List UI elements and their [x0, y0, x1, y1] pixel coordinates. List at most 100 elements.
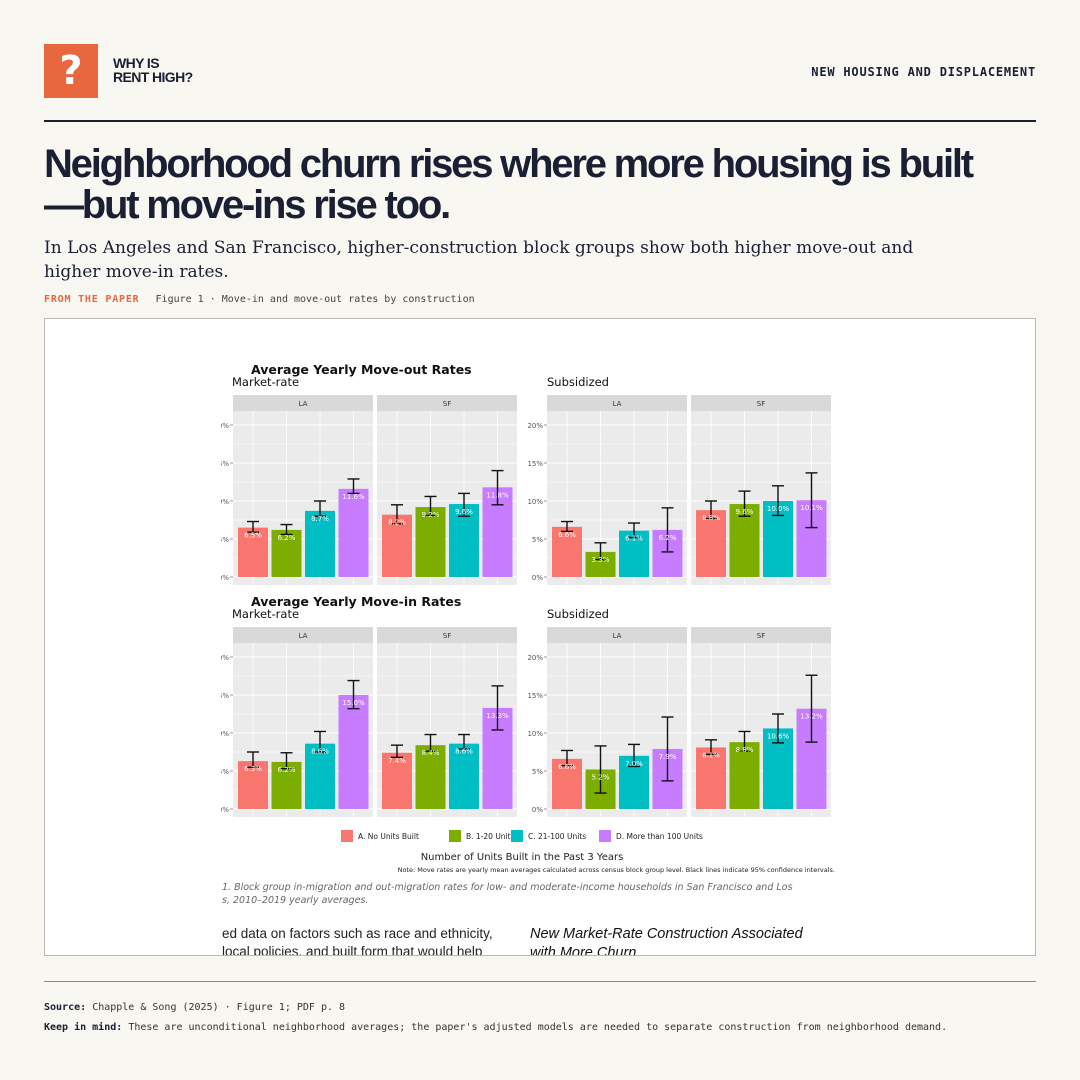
figure-chart: Average Yearly Move-out RatesMarket-rate… [213, 362, 835, 955]
data-label: 7.9% [659, 753, 677, 761]
y-tick-label: 10% [527, 730, 543, 738]
bar [238, 527, 268, 577]
chart-panel-subtitle: Subsidized [547, 375, 609, 389]
bar [415, 745, 446, 809]
data-label: 8.6% [455, 748, 473, 756]
facet-strip [547, 395, 687, 411]
bottom-divider [44, 981, 1036, 982]
bar [552, 526, 582, 577]
data-label: 10.0% [767, 505, 790, 513]
y-tick-label: 5% [532, 536, 543, 544]
data-label: 6.5% [244, 532, 262, 540]
y-tick-label: 20% [527, 422, 543, 430]
y-tick-label: 5% [532, 768, 543, 776]
figure-frame: Average Yearly Move-out Rates Market-rate… [44, 318, 1036, 956]
dek: In Los Angeles and San Francisco, higher… [44, 238, 914, 282]
bar [271, 761, 302, 809]
legend-label: B. 1-20 Units [466, 832, 515, 841]
bar [305, 510, 335, 577]
bar [305, 743, 335, 809]
y-tick-label: 5% [218, 768, 229, 776]
data-label: 5.2% [592, 773, 610, 781]
legend-label: C. 21-100 Units [528, 832, 586, 841]
data-label: 13.3% [486, 712, 509, 720]
y-tick-label: 0% [532, 806, 543, 814]
bar [696, 747, 726, 809]
x-axis-title: Number of Units Built in the Past 3 Year… [421, 852, 624, 863]
data-label: 6.3% [244, 765, 262, 773]
y-tick-label: 0% [218, 574, 229, 582]
bar [619, 530, 649, 577]
bar [696, 510, 726, 577]
facet-strip-label: LA [613, 400, 622, 408]
logo-wordmark: WHY IS RENT HIGH? [113, 56, 223, 84]
data-label: 8.6% [311, 748, 329, 756]
chart-panel-subtitle: Market-rate [232, 375, 299, 389]
data-label: 6.2% [659, 534, 677, 542]
top-divider [44, 120, 1036, 122]
chart-group-title: Average Yearly Move-out Rates [251, 362, 472, 377]
y-tick-label: 0% [532, 574, 543, 582]
source-label: Source: [44, 1002, 87, 1013]
bar [338, 488, 369, 577]
data-label: 9.2% [422, 511, 440, 519]
body-heading-line: with More Churn [530, 945, 636, 955]
y-tick-label: 15% [527, 692, 543, 700]
figure-note-line-1: 1. Block group in-migration and out-migr… [222, 882, 792, 893]
data-label: 7.0% [625, 760, 643, 768]
y-tick-label: 10% [527, 498, 543, 506]
facet-strip-label: SF [443, 632, 451, 640]
y-tick-label: 5% [218, 536, 229, 544]
bar [382, 514, 412, 577]
data-label: 6.6% [558, 531, 576, 539]
bar [449, 743, 479, 809]
headline: Neighborhood churn rises where more hous… [44, 142, 974, 227]
data-label: 8.7% [311, 515, 329, 523]
legend-label: D. More than 100 Units [616, 832, 703, 841]
facet-strip [691, 627, 831, 643]
data-label: 3.3% [592, 556, 610, 564]
data-label: 9.6% [455, 508, 473, 516]
y-tick-label: 15% [213, 460, 229, 468]
data-label: 8.8% [702, 514, 720, 522]
section-label: NEW HOUSING AND DISPLACEMENT [811, 65, 1036, 79]
bar [238, 761, 268, 809]
figure-note-line-2: s, 2010–2019 yearly averages. [222, 895, 368, 906]
facet-strip [377, 627, 517, 643]
data-label: 15.0% [342, 699, 365, 707]
facet-strip-label: SF [757, 400, 765, 408]
figure-line: FROM THE PAPER Figure 1 · Move-in and mo… [44, 294, 475, 305]
bar [729, 742, 760, 809]
y-tick-label: 20% [213, 422, 229, 430]
y-tick-label: 15% [213, 692, 229, 700]
chart-note: Note: Move rates are yearly mean average… [398, 866, 835, 874]
legend-swatch [449, 830, 461, 842]
facet-strip [233, 627, 373, 643]
facet-strip-label: LA [299, 632, 308, 640]
data-label: 8.4% [422, 749, 440, 757]
source-text: Chapple & Song (2025) · Figure 1; PDF p.… [92, 1002, 346, 1013]
y-tick-label: 20% [213, 654, 229, 662]
data-label: 8.8% [736, 746, 754, 754]
y-tick-label: 10% [213, 498, 229, 506]
body-text-line: local policies, and built form that woul… [222, 944, 482, 955]
data-label: 6.2% [278, 766, 296, 774]
data-label: 8.1% [702, 751, 720, 759]
data-label: 11.6% [342, 493, 365, 501]
logo-line-1: WHY IS [113, 55, 160, 71]
legend-swatch [599, 830, 611, 842]
legend-swatch [341, 830, 353, 842]
y-tick-label: 15% [527, 460, 543, 468]
data-label: 11.8% [486, 491, 509, 499]
body-heading-line: New Market-Rate Construction Associated [530, 926, 804, 942]
y-tick-label: 20% [527, 654, 543, 662]
facet-strip [233, 395, 373, 411]
data-label: 6.2% [278, 534, 296, 542]
keep-label: Keep in mind: [44, 1022, 123, 1033]
facet-strip [691, 395, 831, 411]
facet-strip-label: LA [299, 400, 308, 408]
bar [271, 529, 302, 577]
legend-label: A. No Units Built [358, 832, 419, 841]
legend-swatch [511, 830, 523, 842]
facet-strip [377, 395, 517, 411]
